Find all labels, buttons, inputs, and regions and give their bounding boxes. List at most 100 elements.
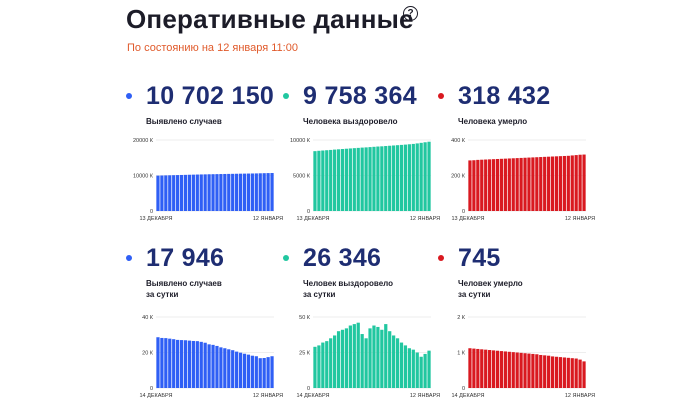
stat-card-recovered-daily: 26 346 Человек выздоровело за сутки 0 25 … (283, 244, 440, 404)
chart-bar (317, 345, 321, 388)
chart-bar (172, 339, 176, 388)
chart-bar (539, 354, 543, 388)
chart-cases-total: 0 10000 К 20000 К 13 ДЕКАБРЯ 12 ЯНВАРЯ (133, 138, 283, 222)
chart-bar (336, 149, 341, 211)
chart-bar (574, 358, 578, 388)
chart-bar (495, 350, 500, 388)
chart-bar (262, 358, 266, 388)
chart-bar (515, 352, 519, 388)
chart-bar (519, 157, 523, 211)
chart-bar (262, 173, 266, 211)
chart-bar (419, 356, 423, 388)
chart-bar (388, 145, 392, 211)
chart-bar (344, 148, 349, 211)
chart-bar (270, 356, 274, 388)
stat-value: 17 946 (146, 244, 225, 272)
chart-bar (558, 156, 563, 211)
x-start-label: 14 ДЕКАБРЯ (296, 393, 329, 399)
chart-bar (250, 355, 254, 388)
y-tick-label: 0 (150, 209, 153, 215)
chart-bar (543, 355, 547, 388)
chart-bar (578, 154, 582, 211)
chart-bar (550, 156, 555, 211)
chart-bar (511, 352, 515, 388)
chart-bar (407, 144, 411, 211)
chart-bar (211, 174, 215, 211)
chart-bar (254, 356, 258, 388)
y-tick-label: 2 К (457, 315, 466, 321)
chart-bar (215, 174, 219, 211)
chart-bar (352, 324, 356, 388)
chart-bar (415, 143, 419, 211)
chart-bar (235, 351, 239, 388)
stat-card-recovered-total: 9 758 364 Человека выздоровело 0 5000 К 10… (283, 82, 440, 242)
chart-bar (203, 342, 207, 388)
chart-bar (531, 353, 535, 388)
x-end-label: 12 ЯНВАРЯ (565, 216, 595, 222)
chart-bar (368, 147, 372, 211)
chart-bar (515, 158, 519, 211)
chart-bar (211, 344, 215, 388)
chart-bar (160, 337, 164, 388)
chart-bar (156, 175, 160, 211)
x-end-label: 12 ЯНВАРЯ (253, 393, 283, 399)
chart-bar (384, 146, 388, 211)
y-tick-label: 0 (462, 209, 465, 215)
chart-bar (242, 173, 247, 211)
chart-bar (472, 348, 476, 388)
help-icon[interactable]: ? (403, 6, 418, 21)
chart-bar (480, 159, 484, 211)
chart-bar (250, 173, 254, 211)
x-end-label: 12 ЯНВАРЯ (565, 393, 595, 399)
chart-deaths-total: 0 200 К 400 К 13 ДЕКАБРЯ 12 ЯНВАРЯ (451, 138, 595, 222)
chart-bar (380, 329, 384, 388)
chart-bar (547, 156, 551, 211)
y-tick-label: 0 (307, 209, 310, 215)
chart-bar (360, 334, 364, 388)
chart-bar (399, 342, 404, 388)
chart-bar (199, 341, 203, 388)
chart-bar (491, 350, 496, 388)
chart-bar (543, 156, 547, 211)
y-tick-label: 200 К (451, 174, 466, 180)
chart-bar (352, 148, 356, 211)
chart-bar (384, 324, 388, 388)
chart-bar (191, 174, 195, 211)
chart-bar (246, 354, 251, 388)
chart-bar (523, 157, 527, 211)
update-timestamp: По состоянию на 12 января 11:00 (127, 42, 298, 54)
chart-bar (419, 142, 423, 211)
chart-bar (176, 175, 180, 211)
chart-bar (395, 145, 400, 211)
chart-bar (313, 151, 317, 211)
stat-value: 26 346 (303, 244, 382, 272)
stat-card-deaths-total: 318 432 Человека умерло 0 200 К 400 К 13 ДЕ… (438, 82, 595, 242)
chart-bar (207, 174, 211, 211)
chart-bar (321, 150, 325, 211)
chart-bar (499, 158, 504, 211)
chart-bar (348, 325, 352, 388)
chart-bar (423, 142, 427, 211)
chart-bar (562, 155, 566, 211)
chart-bar (582, 154, 586, 211)
chart-bar (535, 157, 539, 211)
chart-bar (215, 345, 219, 388)
chart-bar (325, 150, 329, 211)
chart-bar (227, 173, 231, 211)
chart-bar (207, 344, 211, 388)
chart-deaths-daily: 0 1 К 2 К 14 ДЕКАБРЯ 12 ЯНВАРЯ (451, 315, 595, 399)
chart-bar (403, 345, 408, 388)
chart-bar (368, 328, 372, 388)
chart-bar (427, 141, 431, 211)
chart-bar (539, 157, 543, 211)
chart-bar (372, 325, 376, 388)
y-tick-label: 5000 К (293, 174, 311, 180)
chart-bar (495, 158, 500, 211)
chart-bar (179, 340, 184, 388)
chart-bar (258, 358, 262, 388)
chart-recovered-total: 0 5000 К 10000 К 13 ДЕКАБРЯ 12 ЯНВАРЯ (290, 138, 440, 222)
y-tick-label: 0 (150, 386, 153, 392)
chart-bar (168, 175, 172, 211)
chart-bar (356, 147, 360, 211)
chart-bar (176, 339, 180, 388)
